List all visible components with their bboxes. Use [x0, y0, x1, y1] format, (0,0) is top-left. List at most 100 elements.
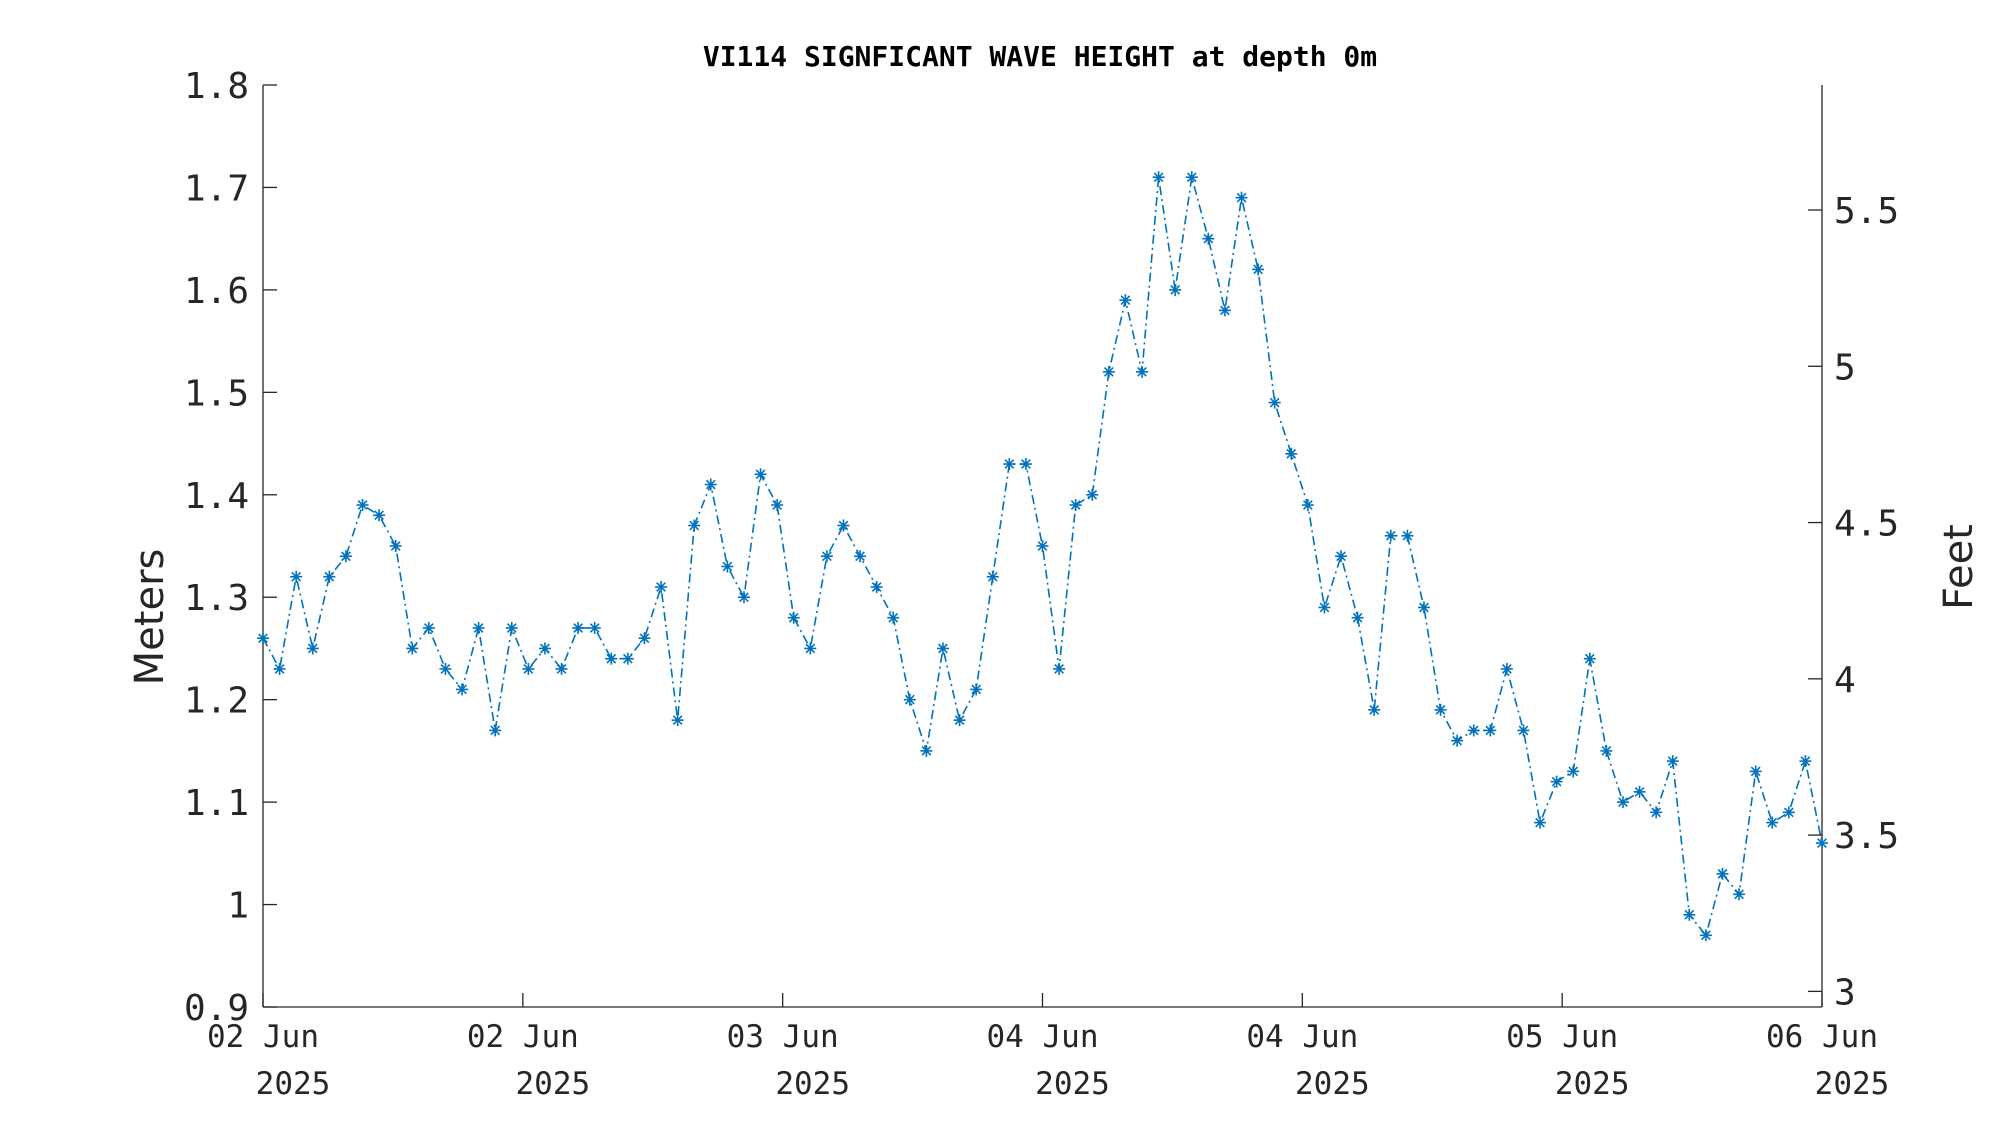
data-point — [1583, 652, 1596, 665]
data-point — [1467, 724, 1480, 737]
data-point — [1268, 396, 1281, 409]
data-point — [1152, 171, 1165, 184]
data-point — [936, 642, 949, 655]
data-point — [522, 662, 535, 675]
data-point — [986, 570, 999, 583]
data-point — [1683, 908, 1696, 921]
data-point — [1650, 806, 1663, 819]
y2-tick-label: 4 — [1834, 660, 1856, 701]
y-tick-label: 0.9 — [184, 988, 249, 1029]
x-tick-label-year: 2025 — [516, 1066, 591, 1102]
data-point — [771, 499, 784, 512]
data-point — [406, 642, 419, 655]
data-point — [1335, 550, 1348, 563]
data-point — [1368, 703, 1381, 716]
data-point — [472, 621, 485, 634]
data-point — [1069, 499, 1082, 512]
x-tick-label-date: 04 Jun — [987, 1019, 1099, 1055]
data-point — [1384, 529, 1397, 542]
y-tick-label: 1.3 — [184, 578, 249, 619]
data-point — [1534, 816, 1547, 829]
data-point — [389, 540, 402, 552]
data-point — [621, 652, 634, 665]
data-point — [1351, 611, 1364, 624]
data-point — [804, 642, 817, 655]
data-point — [1285, 447, 1298, 460]
data-point — [1252, 263, 1265, 276]
data-point — [572, 621, 585, 634]
data-point — [555, 662, 568, 675]
data-point — [1218, 304, 1231, 317]
data-point — [1003, 458, 1016, 471]
y-tick-label: 1.5 — [184, 373, 249, 414]
y-tick-label: 1.7 — [184, 168, 249, 209]
data-point — [1318, 601, 1331, 614]
x-tick-label-date: 06 Jun — [1766, 1019, 1878, 1055]
data-point — [1401, 529, 1414, 542]
x-tick-label-date: 02 Jun — [467, 1019, 579, 1055]
data-point — [588, 621, 601, 634]
x-tick-label-year: 2025 — [1035, 1066, 1110, 1102]
data-point — [505, 621, 518, 634]
x-tick-label-date: 03 Jun — [727, 1019, 839, 1055]
data-point — [1086, 488, 1099, 501]
y2-tick-label: 5.5 — [1834, 191, 1899, 232]
data-point — [1550, 775, 1563, 788]
x-tick-label-year: 2025 — [256, 1066, 331, 1102]
data-point — [1567, 765, 1580, 778]
data-point — [605, 652, 618, 665]
y2-tick-label: 4.5 — [1834, 504, 1899, 545]
data-point — [887, 611, 900, 624]
data-point — [1517, 724, 1530, 737]
data-point — [1119, 294, 1132, 307]
x-tick-label-year: 2025 — [1555, 1066, 1630, 1102]
data-point — [655, 580, 668, 593]
data-point — [373, 509, 386, 522]
data-point — [1600, 744, 1613, 757]
data-point — [1036, 540, 1049, 552]
chart-title: VI114 SIGNFICANT WAVE HEIGHT at depth 0m — [703, 40, 1377, 73]
data-point — [820, 550, 833, 563]
y2-tick-label: 3.5 — [1834, 816, 1899, 857]
data-point — [356, 499, 369, 512]
y2-axis-label: Feet — [1936, 524, 1982, 610]
data-point — [1782, 806, 1795, 819]
data-point — [1202, 232, 1215, 245]
data-point — [970, 683, 983, 696]
data-point — [1816, 837, 1828, 850]
x-tick-label-date: 05 Jun — [1506, 1019, 1618, 1055]
data-point — [1053, 662, 1066, 675]
data-point — [903, 693, 916, 706]
data-point — [1699, 929, 1712, 942]
data-point — [1102, 365, 1115, 378]
data-point — [439, 662, 452, 675]
data-point — [1484, 724, 1497, 737]
data-point — [339, 550, 352, 563]
y-tick-label: 1.8 — [184, 66, 249, 107]
data-point — [1301, 499, 1314, 512]
data-point — [1666, 755, 1679, 768]
data-point — [323, 570, 336, 583]
data-point — [1766, 816, 1779, 829]
y2-tick-label: 3 — [1834, 972, 1856, 1013]
data-point — [306, 642, 319, 655]
x-tick-label-year: 2025 — [1295, 1066, 1370, 1102]
y-tick-label: 1.4 — [184, 476, 249, 517]
data-point — [1799, 755, 1812, 768]
data-point — [257, 632, 269, 645]
data-point — [1169, 283, 1182, 296]
data-point — [1616, 796, 1629, 809]
data-point — [1434, 703, 1447, 716]
data-point — [721, 560, 734, 573]
data-point — [704, 478, 717, 491]
y-tick-label: 1.2 — [184, 681, 249, 722]
y-tick-label: 1 — [227, 886, 249, 927]
data-point — [870, 580, 883, 593]
data-point — [1716, 867, 1729, 880]
data-point — [273, 662, 286, 675]
series-line — [262, 176, 1823, 938]
data-point — [456, 683, 469, 696]
axes: 0.9 1 1.1 1.2 1.3 1.4 1.5 1.6 1.7 1.8 3 3.5 4 4.5 5 5.5… — [184, 66, 1899, 1102]
data-point — [1235, 191, 1248, 204]
